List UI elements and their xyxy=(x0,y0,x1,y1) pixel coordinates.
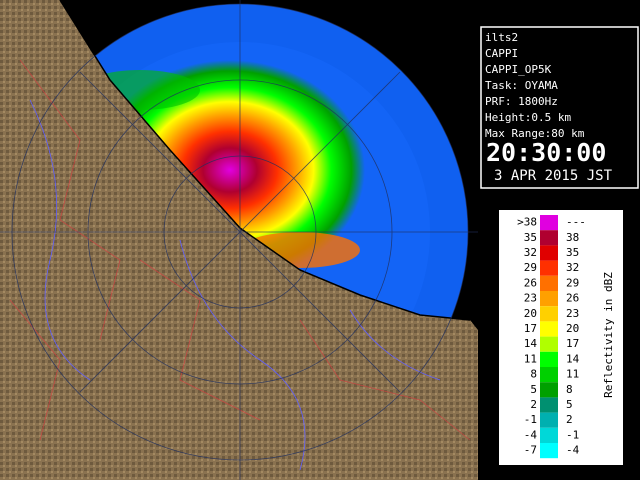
legend-swatch xyxy=(540,443,558,459)
land xyxy=(0,0,478,480)
legend-low: 20 xyxy=(524,307,537,320)
legend-swatch xyxy=(540,275,558,291)
legend-low: 35 xyxy=(524,231,537,244)
legend-swatch xyxy=(540,215,558,231)
legend-low: 8 xyxy=(530,368,537,381)
legend-high: 29 xyxy=(566,276,579,289)
legend-swatch xyxy=(540,245,558,261)
legend-high: 14 xyxy=(566,352,580,365)
map xyxy=(0,0,478,480)
legend-low: -1 xyxy=(524,413,537,426)
legend-high: --- xyxy=(566,216,586,229)
legend-swatch xyxy=(540,321,558,337)
date: 3 APR 2015 JST xyxy=(494,168,613,184)
info-line: Task: OYAMA xyxy=(485,79,558,92)
legend-low: 17 xyxy=(524,322,537,335)
legend-high: 8 xyxy=(566,383,573,396)
legend-swatch xyxy=(540,412,558,428)
legend-high: 2 xyxy=(566,413,573,426)
legend-swatch xyxy=(540,397,558,413)
legend-low: 11 xyxy=(524,352,537,365)
legend-low: 29 xyxy=(524,261,537,274)
legend-low: 5 xyxy=(530,383,537,396)
legend-swatch xyxy=(540,230,558,246)
legend-swatch xyxy=(540,367,558,383)
legend-low: -7 xyxy=(524,444,537,457)
legend-swatch xyxy=(540,382,558,398)
info-line: ilts2 xyxy=(485,31,518,44)
legend-swatch xyxy=(540,336,558,352)
legend-box xyxy=(499,210,623,465)
legend-high: 38 xyxy=(566,231,579,244)
legend-swatch xyxy=(540,427,558,443)
legend-high: 17 xyxy=(566,337,579,350)
legend-swatch xyxy=(540,260,558,276)
info-line: CAPPI xyxy=(485,47,518,60)
legend-high: 5 xyxy=(566,398,573,411)
legend-high: 23 xyxy=(566,307,579,320)
legend-swatch xyxy=(540,306,558,322)
legend-swatch xyxy=(540,291,558,307)
info-line: Max Range:80 km xyxy=(485,127,585,140)
legend-swatch xyxy=(540,351,558,367)
legend-low: 26 xyxy=(524,276,537,289)
legend-high: 26 xyxy=(566,292,579,305)
legend-high: 35 xyxy=(566,246,579,259)
legend-high: -1 xyxy=(566,428,579,441)
info-panel xyxy=(480,26,639,189)
legend-low: 23 xyxy=(524,292,537,305)
info-line: CAPPI_OP5K xyxy=(485,63,552,76)
time: 20:30:00 xyxy=(486,138,606,167)
legend-high: -4 xyxy=(566,444,580,457)
legend-low: -4 xyxy=(524,428,538,441)
legend-high: 20 xyxy=(566,322,579,335)
legend-high: 11 xyxy=(566,368,579,381)
legend-title: Reflectivity in dBZ xyxy=(602,272,615,398)
legend-low: >38 xyxy=(517,216,537,229)
legend-low: 32 xyxy=(524,246,537,259)
info-line: PRF: 1800Hz xyxy=(485,95,558,108)
legend-low: 14 xyxy=(524,337,538,350)
info-line: Height:0.5 km xyxy=(485,111,571,124)
legend-high: 32 xyxy=(566,261,579,274)
legend-low: 2 xyxy=(530,398,537,411)
